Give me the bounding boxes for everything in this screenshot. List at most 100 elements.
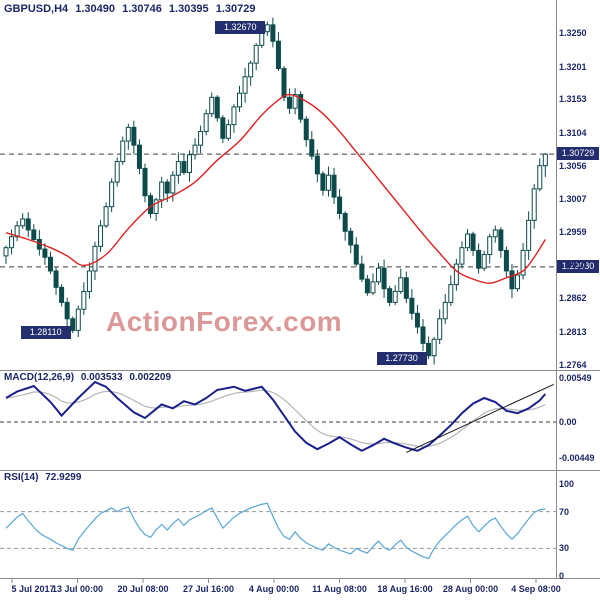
watermark: ActionForex.com	[106, 306, 343, 337]
candle-body	[325, 174, 331, 191]
candle-body	[81, 290, 87, 310]
candle-body	[542, 153, 548, 167]
macd-trendline	[406, 383, 554, 453]
candle-body	[75, 308, 81, 331]
candle-body	[364, 278, 370, 294]
candle-body	[9, 236, 15, 249]
candle-body	[253, 44, 259, 64]
candle-body	[487, 236, 493, 256]
candle-body	[86, 270, 92, 292]
candle-body	[342, 213, 348, 232]
candle-body	[464, 233, 470, 249]
candle-body	[153, 199, 159, 215]
candle-body	[109, 181, 115, 208]
candle-body	[70, 318, 76, 331]
candle-body	[125, 126, 131, 142]
candle-body	[47, 256, 53, 272]
candle-body	[242, 76, 248, 94]
candle-body	[481, 254, 487, 269]
candle-body	[398, 277, 404, 292]
candle-body	[259, 31, 265, 46]
candle-body	[292, 94, 298, 109]
candle-body	[303, 118, 309, 141]
candle-body	[92, 245, 98, 272]
candle-body	[431, 338, 437, 357]
candle-body	[498, 229, 504, 251]
candle-body	[42, 248, 48, 258]
candle-body	[448, 284, 454, 303]
candle-body	[531, 188, 537, 221]
candle-body	[20, 218, 26, 227]
candle-body	[181, 161, 187, 173]
candle-body	[442, 301, 448, 320]
candle-body	[426, 342, 432, 357]
candle-body	[526, 219, 532, 251]
candle-body	[320, 173, 326, 191]
candle-body	[381, 267, 387, 290]
candle-body	[136, 144, 142, 169]
candle-body	[220, 117, 226, 139]
candle-body	[353, 244, 359, 265]
candle-body	[476, 249, 482, 269]
macd-signal-line	[5, 389, 546, 448]
candle-body	[25, 218, 31, 231]
candle-body	[376, 267, 382, 283]
moving-average-line	[5, 93, 546, 284]
candle-body	[214, 96, 220, 119]
macd-line	[5, 380, 547, 452]
candle-body	[237, 92, 243, 108]
rsi-line	[5, 502, 546, 560]
candle-body	[186, 154, 192, 173]
candle-body	[520, 249, 526, 276]
candle-body	[437, 318, 443, 340]
candle-body	[509, 270, 515, 290]
candle-body	[370, 281, 376, 294]
candle-body	[281, 68, 287, 98]
candle-body	[231, 106, 237, 126]
candle-body	[470, 233, 476, 251]
candle-body	[103, 206, 109, 227]
candle-body	[503, 249, 509, 272]
candle-body	[209, 96, 215, 115]
candle-body	[59, 286, 65, 303]
candle-body	[203, 113, 209, 132]
candle-body	[164, 181, 170, 194]
candle-body	[414, 312, 420, 328]
candle-body	[53, 270, 59, 288]
candle-body	[453, 263, 459, 286]
candle-body	[142, 167, 148, 197]
candle-body	[420, 326, 426, 344]
candle-body	[359, 263, 365, 280]
candle-body	[114, 161, 120, 183]
candle-body	[175, 161, 181, 176]
candle-body	[98, 225, 104, 247]
candle-body	[331, 174, 337, 198]
candle-body	[192, 144, 198, 156]
candle-body	[537, 165, 543, 190]
candle-body	[3, 247, 9, 257]
candle-body	[270, 24, 276, 42]
candle-body	[248, 62, 254, 78]
candle-body	[14, 225, 20, 238]
candle-body	[275, 40, 281, 70]
candle-body	[170, 174, 176, 194]
candle-body	[348, 230, 354, 246]
candle-body	[225, 124, 231, 139]
candle-body	[31, 229, 37, 240]
candle-body	[159, 181, 165, 201]
candle-body	[459, 247, 465, 265]
candle-body	[287, 96, 293, 109]
candle-body	[298, 94, 304, 120]
candle-body	[392, 290, 398, 303]
candle-body	[64, 301, 70, 320]
candle-body	[403, 277, 409, 299]
candle-body	[120, 140, 126, 163]
candle-body	[409, 297, 415, 314]
candle-body	[198, 130, 204, 146]
candle-body	[492, 229, 498, 238]
candle-body	[337, 196, 343, 215]
candle-body	[387, 288, 393, 303]
candle-body	[131, 126, 137, 146]
